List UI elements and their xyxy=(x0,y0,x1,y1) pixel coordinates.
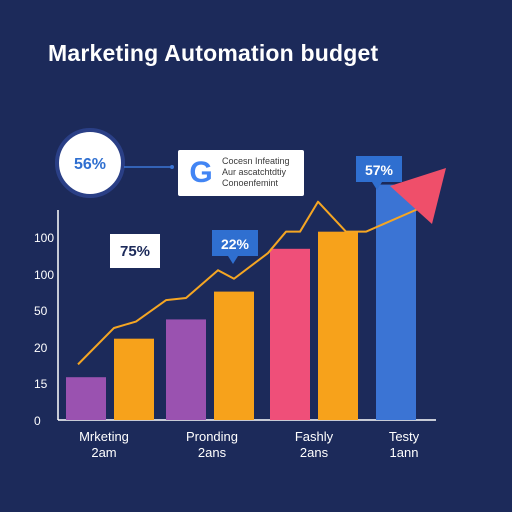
circle-percent-label: 56% xyxy=(74,156,106,173)
y-tick-labels: 0 15 20 50 100 100 xyxy=(34,231,54,428)
google-card-line-1: Cocesn Infeating xyxy=(222,156,290,166)
badge-75-label: 75% xyxy=(120,243,150,260)
x-category-label: Mrketing xyxy=(79,429,129,444)
x-category-label: 2ans xyxy=(300,445,329,460)
x-category-label: Fashly xyxy=(295,429,334,444)
bar xyxy=(318,231,358,420)
y-tick-label: 100 xyxy=(34,268,54,282)
bar xyxy=(114,338,154,420)
google-card-line-2: Aur ascatchtdtiy xyxy=(222,167,287,177)
trend-line-group xyxy=(77,168,446,366)
y-tick-label: 15 xyxy=(34,377,48,391)
connector-dot xyxy=(170,165,174,169)
x-category-label: 2am xyxy=(91,445,116,460)
x-category-label: Pronding xyxy=(186,429,238,444)
y-tick-label: 50 xyxy=(34,304,48,318)
badge-22-box xyxy=(212,230,258,256)
google-card: G Cocesn Infeating Aur ascatchtdtiy Cono… xyxy=(178,150,304,196)
y-tick-label: 20 xyxy=(34,341,48,355)
percent-circle xyxy=(55,128,125,198)
x-category-labels: Mrketing2amPronding2ansFashly2ansTesty1a… xyxy=(79,429,420,460)
bar xyxy=(270,248,310,420)
trend-line xyxy=(77,200,421,366)
badge-57-pointer xyxy=(372,182,382,190)
bar xyxy=(66,377,106,420)
badge-57-box xyxy=(356,156,402,182)
x-category-label: 1ann xyxy=(390,445,419,460)
trend-arrow-icon xyxy=(390,168,446,224)
badge-57-label: 57% xyxy=(365,162,394,178)
badge-22-label: 22% xyxy=(221,236,250,252)
bar xyxy=(214,291,254,420)
x-category-label: 2ans xyxy=(198,445,227,460)
bar xyxy=(166,319,206,420)
badge-75-box xyxy=(110,234,160,268)
google-logo-icon: G xyxy=(189,156,213,189)
google-card-text: Cocesn Infeating Aur ascatchtdtiy Conoen… xyxy=(222,156,290,189)
bars-group xyxy=(66,184,416,420)
x-category-label: Testy xyxy=(389,429,420,444)
callouts-group: 56% 75% 22% 57% xyxy=(55,128,402,268)
google-card-line-3: Conoenfemint xyxy=(222,178,279,188)
y-tick-label: 0 xyxy=(34,414,41,428)
chart-title: Marketing Automation budget xyxy=(48,40,379,66)
bar xyxy=(376,184,416,420)
y-tick-label: 100 xyxy=(34,231,54,245)
badge-22-pointer xyxy=(228,256,238,264)
